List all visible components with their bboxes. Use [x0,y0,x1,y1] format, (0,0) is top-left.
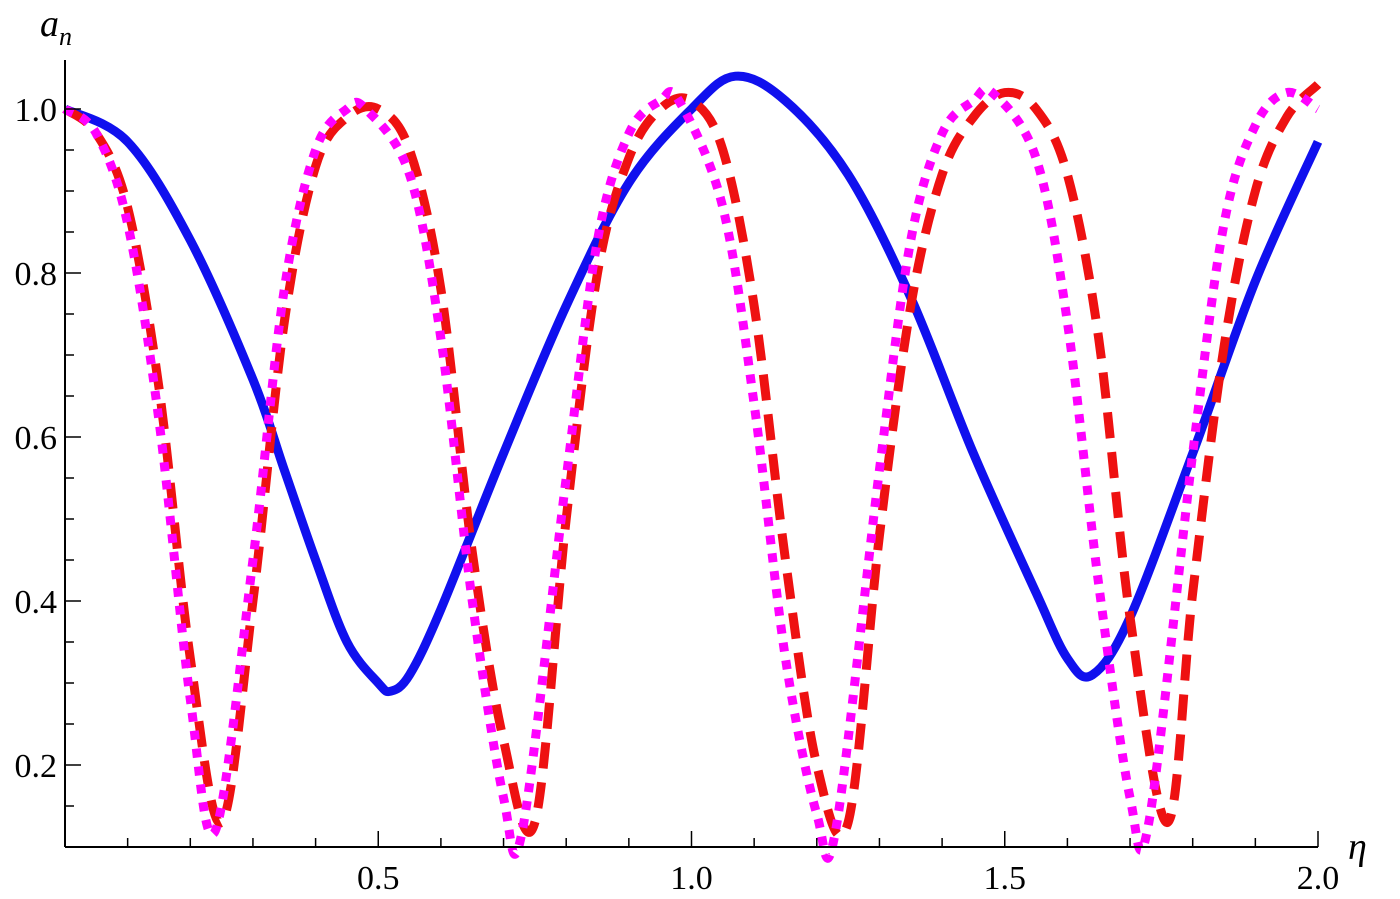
x-tick-label: 2.0 [1297,860,1340,897]
y-tick-label: 1.0 [15,92,58,129]
y-axis-label-main: a [40,3,59,45]
y-axis-label: an [40,3,72,51]
y-tick-label: 0.8 [15,256,58,293]
tick-labels: 0.5 1.0 1.5 2.0 0.2 0.4 0.6 0.8 1.0 [15,92,1340,897]
series-line-dotted [62,84,1321,863]
y-tick-label: 0.2 [15,748,58,785]
x-axis-label: η [1348,826,1367,868]
ticks-layer [65,108,1319,847]
series-line-dashed [62,81,1322,841]
y-axis-label-subscript: n [59,22,72,51]
axes-layer [64,60,1318,848]
x-tick-label: 1.5 [984,860,1027,897]
series-layer [62,71,1323,863]
y-tick-label: 0.6 [15,420,58,457]
x-tick-label: 0.5 [357,860,400,897]
x-tick-label: 1.0 [670,860,713,897]
y-tick-label: 0.4 [15,584,58,621]
series-line-solid [62,71,1323,697]
